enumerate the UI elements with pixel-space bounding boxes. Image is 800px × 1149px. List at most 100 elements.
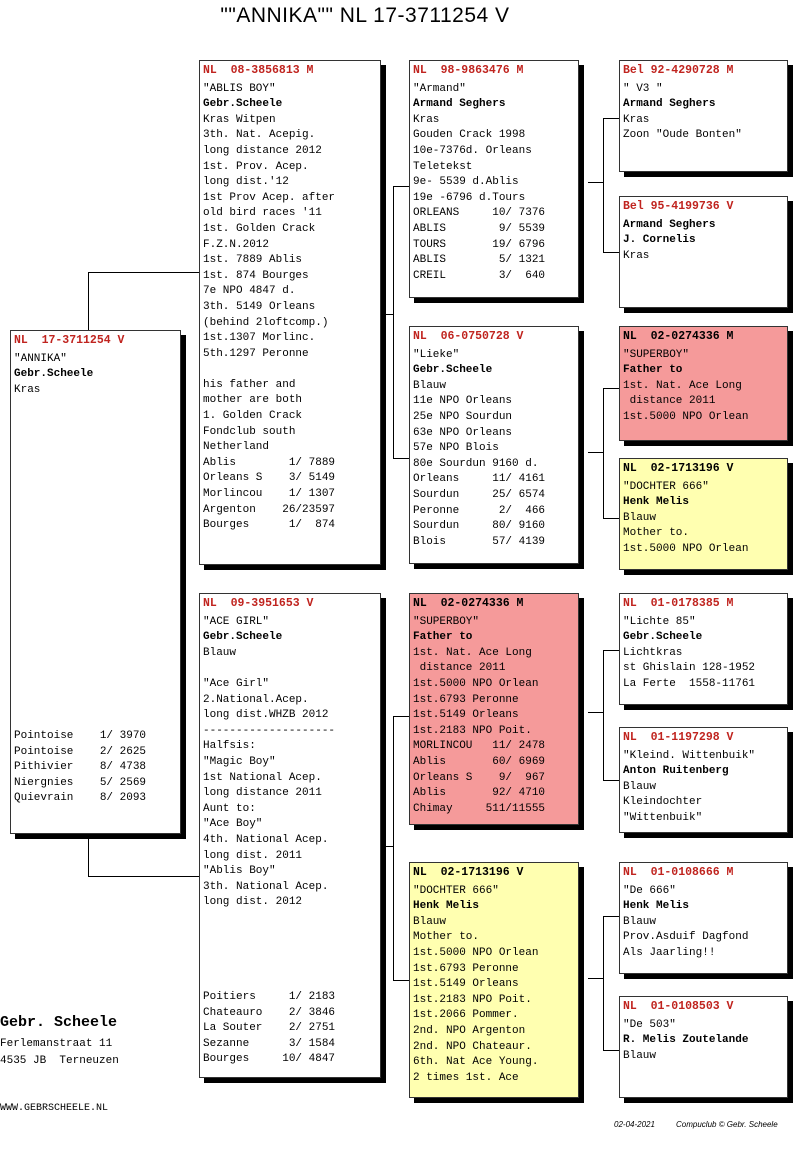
result-line: Orleans S 9/ 967: [413, 771, 546, 784]
owner: Anton Ruitenberg: [623, 765, 729, 778]
info-line: 10e-7376d. Orleans: [413, 144, 532, 157]
result-line: CREIL 3/ 640: [413, 269, 546, 282]
result-line: Sourdun 80/ 9160: [413, 520, 546, 533]
owner: Gebr.Scheele: [203, 98, 283, 111]
result-line: Chateauro 2/ 3846: [203, 1006, 336, 1019]
connector-line: [603, 118, 604, 252]
result-line: Ablis 60/ 6969: [413, 755, 546, 768]
connector-line: [393, 186, 394, 458]
pigeon-card-sire-dam: NL 06-0750728 V "Lieke" Gebr.Scheele Bla…: [409, 326, 579, 564]
ring-number: NL 06-0750728 V: [413, 330, 524, 343]
breeder-city: 4535 JB Terneuzen: [0, 1055, 119, 1067]
info-line: 1st. 7889 Ablis: [203, 254, 303, 267]
info-line: 25e NPO Sourdun: [413, 410, 513, 423]
co-owner: J. Cornelis: [623, 234, 696, 247]
owner: Gebr.Scheele: [14, 368, 94, 381]
connector-line: [603, 252, 619, 253]
info-line: Kras: [14, 383, 41, 396]
info-line: La Ferte 1558-11761: [623, 677, 756, 690]
connector-line: [603, 650, 619, 651]
ring-number: NL 02-0274336 M: [623, 330, 734, 343]
pigeon-name: "DOCHTER 666": [623, 480, 709, 493]
ring-number: NL 01-0178385 M: [623, 597, 734, 610]
info-line: 1st. Prov. Acep.: [203, 160, 309, 173]
info-line: Gouden Crack 1998: [413, 129, 526, 142]
info-line: Teletekst: [413, 160, 473, 173]
result-line: Pointoise 2/ 2625: [14, 745, 147, 758]
info-line: 1st. Nat. Ace Long: [413, 646, 532, 659]
pigeon-name: "De 666": [623, 884, 676, 897]
pigeon-card-dsd: NL 01-1197298 V "Kleind. Wittenbuik" Ant…: [619, 727, 788, 833]
result-line: Bourges 10/ 4847: [203, 1053, 336, 1066]
info-line: 1st.2183 NPO Poit.: [413, 724, 532, 737]
info-line: "Ace Boy": [203, 818, 263, 831]
info-line: old bird races '11: [203, 207, 322, 220]
info-line: Kras Witpen: [203, 113, 276, 126]
pigeon-card-sds: NL 02-0274336 M "SUPERBOY" Father to 1st…: [619, 326, 788, 441]
info-line: 1st. Nat. Ace Long: [623, 379, 742, 392]
info-line: Blauw: [413, 379, 447, 392]
info-line: Blauw: [623, 780, 657, 793]
connector-line: [588, 978, 604, 979]
results-list: Poitiers 1/ 2183 Chateauro 2/ 3846 La So…: [203, 990, 335, 1068]
info-line: 1st.6793 Peronne: [413, 693, 519, 706]
pigeon-card-ddd: NL 01-0108503 V "De 503" R. Melis Zoutel…: [619, 996, 788, 1098]
info-line: his father and: [203, 378, 296, 391]
info-line: 1st.2066 Pommer.: [413, 1009, 519, 1022]
owner: Armand Seghers: [413, 98, 506, 111]
connector-line: [380, 314, 394, 315]
info-line: 1st.5149 Orleans: [413, 709, 519, 722]
result-line: Ablis 92/ 4710: [413, 787, 546, 800]
owner: Gebr.Scheele: [623, 631, 703, 644]
pigeon-name: " V3 ": [623, 82, 663, 95]
connector-line: [88, 272, 199, 273]
result-line: Orleans S 3/ 5149: [203, 472, 336, 485]
connector-line: [588, 712, 604, 713]
owner: Armand Seghers: [623, 218, 716, 231]
breeder-street: Ferlemanstraat 11: [0, 1038, 113, 1050]
connector-line: [393, 980, 409, 981]
info-line: 1. Golden Crack: [203, 410, 303, 423]
info-line: 1st.5000 NPO Orlean: [623, 542, 749, 555]
pigeon-name: "ACE GIRL": [203, 615, 270, 628]
info-line: Kleindochter: [623, 796, 703, 809]
ring-number: NL 02-1713196 V: [413, 866, 524, 879]
ring-number: Bel 92-4290728 M: [623, 64, 734, 77]
connector-line: [603, 916, 604, 1050]
connector-line: [88, 834, 89, 876]
connector-line: [603, 1050, 619, 1051]
pigeon-card-subject: NL 17-3711254 V "ANNIKA" Gebr.Scheele Kr…: [10, 330, 181, 834]
info-line: 4th. National Acep.: [203, 833, 329, 846]
pigeon-name: "DOCHTER 666": [413, 884, 499, 897]
connector-line: [380, 846, 394, 847]
info-line: "Ablis Boy": [203, 865, 276, 878]
result-line: Morlincou 1/ 1307: [203, 488, 336, 501]
ring-number: NL 98-9863476 M: [413, 64, 524, 77]
result-line: Peronne 2/ 466: [413, 504, 546, 517]
ring-number: NL 17-3711254 V: [14, 334, 125, 347]
info-line: 2nd. NPO Chateaur.: [413, 1040, 532, 1053]
info-line: st Ghislain 128-1952: [623, 662, 756, 675]
print-date: 02-04-2021: [614, 1120, 655, 1129]
info-line: Mother to.: [413, 931, 480, 944]
info-line: Mother to.: [623, 527, 690, 540]
pigeon-card-sss: Bel 92-4290728 M " V3 " Armand Seghers K…: [619, 60, 788, 172]
pigeon-name: "Lieke": [413, 348, 460, 361]
info-line: 19e -6796 d.Tours: [413, 191, 526, 204]
result-line: ORLEANS 10/ 7376: [413, 207, 546, 220]
pigeon-name: "Armand": [413, 82, 466, 95]
result-line: Pointoise 1/ 3970: [14, 730, 147, 742]
result-line: Ablis 1/ 7889: [203, 456, 336, 469]
pigeon-card-sire: NL 08-3856813 M "ABLIS BOY" Gebr.Scheele…: [199, 60, 381, 565]
info-line: 63e NPO Orleans: [413, 426, 513, 439]
owner: Gebr.Scheele: [203, 631, 283, 644]
info-line: long distance 2012: [203, 144, 322, 157]
pigeon-card-dss: NL 01-0178385 M "Lichte 85" Gebr.Scheele…: [619, 593, 788, 705]
connector-line: [603, 118, 619, 119]
ring-number: NL 01-0108666 M: [623, 866, 734, 879]
info-line: "Wittenbuik": [623, 811, 703, 824]
info-line: Blauw: [623, 511, 657, 524]
info-line: long dist.'12: [203, 176, 289, 189]
info-line: Blauw: [623, 915, 657, 928]
pigeon-card-dds: NL 01-0108666 M "De 666" Henk Melis Blau…: [619, 862, 788, 974]
